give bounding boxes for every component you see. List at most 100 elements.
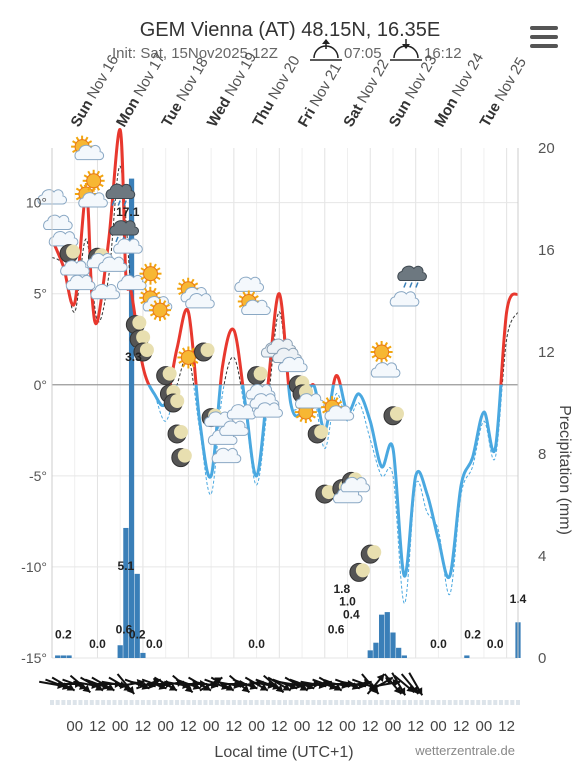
time-strip-tick [481,700,486,705]
precip-total-label: 0.2 [464,628,481,642]
time-strip-tick [237,700,242,705]
sun-ray [251,291,256,296]
precip-total-label: 0.6 [116,623,133,637]
sun-ray [242,291,247,296]
precip-total-label: 5.1 [118,559,135,573]
sun-ray [190,278,195,284]
time-strip-tick [123,700,128,705]
wind-arrow-head [275,684,284,693]
x-tick-label: 12 [407,718,424,735]
wind-arrow-head [192,682,201,690]
time-strip-tick [453,700,458,705]
time-strip-tick [78,700,83,705]
cloud-icon [389,291,420,307]
time-strip-tick [175,700,180,705]
time-strip-tick [396,700,401,705]
time-strip-tick [402,700,407,705]
time-strip-tick [504,700,509,705]
moon-icon [156,366,177,386]
sun-ray [140,291,145,296]
sun-ray [191,347,195,352]
grid [51,148,518,659]
sun-cloud-icon [74,183,108,208]
time-strip-tick [464,700,469,705]
precipitation-bars [55,178,521,658]
sun-ray [387,354,392,359]
time-strip-tick [89,700,94,705]
x-tick-label: 00 [203,718,220,735]
cloud-shape [65,274,96,291]
time-strip-tick [425,700,430,705]
sun-ray [140,276,145,281]
sun-ray [75,196,81,201]
wind-arrow-head [398,687,406,696]
sun-ray [153,315,158,321]
precip-bar [128,178,135,658]
precip-bar [401,655,407,658]
chart-title: GEM Vienna (AT) 48.15N, 16.35E [140,19,441,41]
sun-icon [139,262,162,285]
cloud-icon [253,402,283,418]
x-axis-label: Local time (UTC+1) [214,744,353,761]
time-strip-tick [305,700,310,705]
sun-ray [99,174,104,179]
moon-crescent [170,394,185,408]
x-tick-label: 12 [362,718,379,735]
temperature-line-warm [52,128,518,385]
cloud-shape [48,231,79,247]
cloud-icon [370,362,401,378]
rain-drop [111,200,115,206]
wind-arrow-head [106,683,115,691]
precip-total-label: 0.6 [328,623,345,637]
time-strip-tick [157,700,162,705]
wind-arrow-head [168,683,177,691]
precip-bar [55,655,61,658]
time-strip-tick [447,700,452,705]
wind-arrow-head [259,683,268,691]
cloud-shape [340,476,371,493]
sun-disc [152,302,168,318]
time-strip-tick [408,700,413,705]
sun-ray [87,140,93,145]
sun-ray [87,170,92,176]
sun-ray [384,357,388,363]
time-strip-tick [328,700,333,705]
sun-ray [156,267,161,272]
time-strip-tick [50,700,54,705]
precip-total-label: 0.0 [487,637,504,651]
wind-arrow-head [249,682,258,690]
time-strip-tick [101,700,106,705]
time-strip-tick [510,700,515,705]
precip-total-label: 0.2 [55,628,72,642]
precip-total-label: 3.3 [125,350,142,364]
sun-ray [140,300,145,305]
day-date: Nov 22 [354,57,392,107]
sun-cloud-icon [71,135,105,161]
wind-arrow-head [415,687,423,696]
cloud-shape [234,276,265,292]
sun-ray [254,295,259,299]
sun-ray [238,295,244,299]
moon-crescent [321,485,336,500]
time-strip-tick [271,700,276,705]
precip-bar [134,573,140,658]
weather-icons: ****** [37,135,427,582]
time-strip-tick [351,700,356,705]
moon-icon [349,562,370,582]
rain-drop [115,236,119,243]
cloud-shape [370,362,401,378]
day-label: Sat Nov 22 [340,57,392,130]
time-strip-tick [373,700,378,705]
time-strip-tick [163,700,168,705]
day-date: Nov 18 [173,55,211,105]
cloud-shape [43,214,73,231]
moon-icon [307,424,329,444]
cloud-shape [185,293,215,309]
wind-arrow [267,676,292,692]
sun-ray [334,397,339,402]
sun-icon [177,346,200,369]
time-strip-tick [311,700,316,705]
hamburger-menu-icon[interactable] [530,26,558,52]
cloud-shape [116,274,147,291]
wind-arrow-head [184,684,193,693]
